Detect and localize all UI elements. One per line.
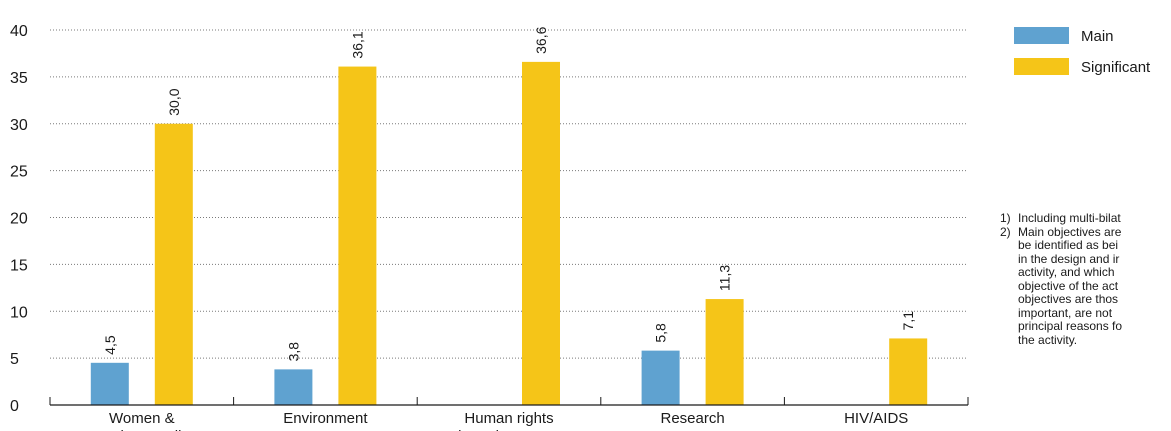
footnote-number [1000, 307, 1018, 321]
footnote-text: the activity. [1018, 332, 1078, 347]
footnote-line: be identified as bei [1000, 238, 1171, 253]
bar-significant [338, 66, 377, 405]
footnote-line: important, are not [1000, 305, 1171, 321]
bar-main [641, 350, 680, 405]
footnote-text: in the design and ir [1018, 251, 1120, 266]
category-label: gender equality [91, 428, 194, 431]
footnote-line: 2) Main objectives are [1000, 224, 1171, 240]
footnote-line: principal reasons fo [1000, 319, 1171, 334]
y-axis-ticks: 0 5 10 15 20 25 30 35 40 [10, 23, 28, 415]
bar-significant [705, 299, 744, 405]
data-label: 30,0 [166, 88, 182, 115]
footnote-number [1000, 280, 1018, 294]
footnote-number: 2) [1000, 224, 1011, 239]
footnote-line: 1) Including multi-bilat [1000, 212, 1171, 226]
y-tick-label: 0 [10, 398, 19, 415]
footnote-line: objective of the act [1000, 278, 1171, 294]
bar-significant [522, 61, 560, 405]
bar-significant [154, 123, 193, 405]
category-label: Environment [283, 410, 368, 427]
data-label: 36,6 [533, 26, 549, 53]
category-label: Human rights [464, 410, 553, 427]
footnote-number [1000, 293, 1018, 307]
legend-swatch-main [1014, 27, 1069, 44]
footnote-text: objective of the act [1018, 278, 1119, 293]
footnote-text: be identified as bei [1018, 238, 1119, 252]
data-label: 4,5 [102, 335, 118, 355]
y-tick-label: 30 [10, 117, 28, 134]
category-label: and good governance [436, 428, 581, 431]
y-tick-label: 15 [10, 257, 28, 274]
footnote-text: objectives are thos [1018, 292, 1119, 306]
y-tick-label: 35 [10, 70, 28, 87]
category-label: Research [660, 410, 724, 427]
footnote-text: important, are not [1018, 305, 1113, 320]
footnote-number [1000, 320, 1018, 334]
footnote-text: principal reasons fo [1018, 319, 1123, 333]
footnote-text: Including multi-bilat [1018, 212, 1121, 225]
data-label: 11,3 [717, 265, 733, 291]
footnote-line: objectives are thos [1000, 292, 1171, 307]
bar-significant [889, 338, 928, 405]
footnote-number [1000, 239, 1018, 253]
data-label: 7,1 [900, 311, 916, 331]
x-axis [49, 397, 969, 406]
data-label: 3,8 [285, 342, 301, 362]
footnote-number: 1) [1000, 212, 1011, 225]
footnote-text: Main objectives are [1018, 224, 1122, 239]
legend: Main Significant [1014, 27, 1151, 76]
y-tick-label: 20 [10, 211, 28, 228]
bar-main [90, 362, 129, 405]
y-tick-label: 5 [10, 351, 19, 368]
category-label: Women & [109, 410, 175, 427]
bar-main [274, 369, 313, 405]
footnote-number [1000, 334, 1018, 348]
category-labels: Women &gender equality Environment Human r… [91, 410, 909, 431]
category-label: HIV/AIDS [844, 410, 908, 427]
y-tick-label: 25 [10, 164, 28, 181]
footnote-text: activity, and which [1018, 265, 1115, 279]
footnote-number [1000, 253, 1018, 267]
footnote-line: in the design and ir [1000, 251, 1171, 267]
footnote-number [1000, 266, 1018, 280]
legend-label: Significant [1081, 59, 1151, 76]
footnote-line: activity, and which [1000, 265, 1171, 280]
legend-label: Main [1081, 28, 1114, 45]
legend-swatch-significant [1014, 58, 1069, 75]
y-tick-label: 40 [10, 23, 28, 40]
data-label: 36,1 [349, 31, 365, 58]
bars [90, 61, 928, 405]
gridlines [50, 29, 968, 359]
data-label: 5,8 [653, 323, 669, 343]
value-labels: 4,5 30,0 3,8 36,1 36,6 5,8 11,3 7,1 [102, 26, 916, 361]
y-tick-label: 10 [10, 304, 28, 321]
footnote-line: the activity. [1000, 332, 1171, 348]
footnotes: 1) Including multi-bilat 2) Main objectives… [1000, 212, 1171, 347]
